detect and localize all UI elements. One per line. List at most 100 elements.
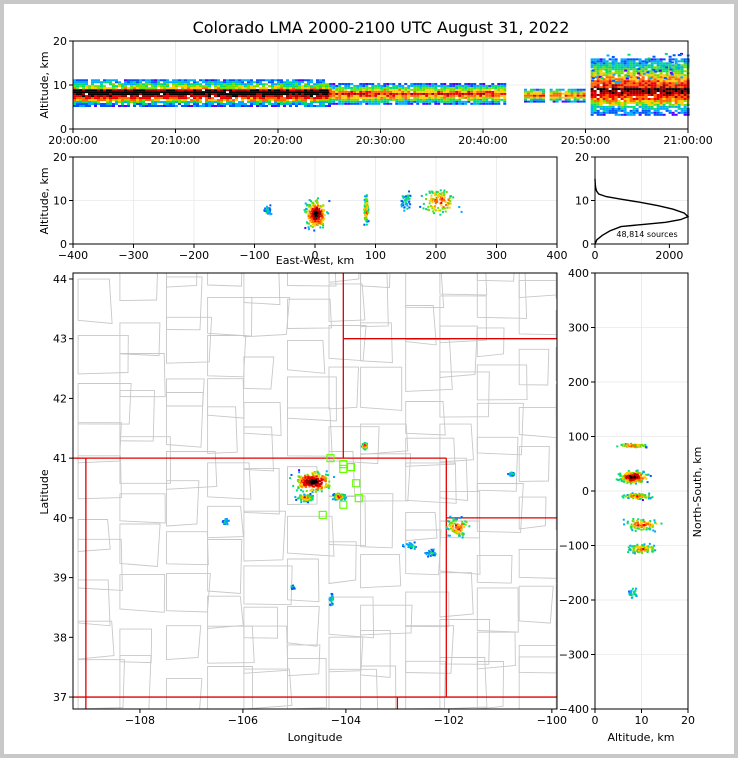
time-height-source-cell xyxy=(371,102,375,105)
time-height-source-cell xyxy=(344,98,348,101)
time-height-source-cell xyxy=(383,86,387,89)
time-height-source-cell xyxy=(238,81,241,84)
time-height-source-cell xyxy=(680,103,684,106)
time-height-source-cell xyxy=(181,83,184,86)
ew-height-source xyxy=(322,226,325,229)
time-height-source-cell xyxy=(626,95,630,98)
time-height-source-cell xyxy=(196,95,199,98)
time-height-source-cell xyxy=(130,91,133,94)
time-height-source-cell xyxy=(437,96,441,99)
county-boundary xyxy=(166,273,198,288)
time-height-source-cell xyxy=(458,98,462,101)
time-height-source-cell xyxy=(115,101,118,104)
time-height-source-cell xyxy=(659,95,663,98)
time-height-source-cell xyxy=(599,111,603,114)
time-height-source-cell xyxy=(410,92,414,95)
county-boundary xyxy=(207,505,244,539)
map-source xyxy=(454,524,457,527)
time-height-source-cell xyxy=(199,91,202,94)
ns-height-source xyxy=(626,472,629,475)
time-height-source-cell xyxy=(365,96,369,99)
county-boundary xyxy=(243,402,282,436)
time-height-source-cell xyxy=(286,85,289,88)
map-xtick-label: −100 xyxy=(537,714,567,727)
ns-height-source xyxy=(619,472,622,475)
map-source xyxy=(320,482,323,485)
time-height-source-cell xyxy=(668,60,672,63)
ns-height-source xyxy=(642,523,645,526)
time-height-source-cell xyxy=(653,78,657,81)
ew-height-source xyxy=(363,205,366,208)
map-source xyxy=(343,498,346,501)
time-height-source-cell xyxy=(130,97,133,100)
time-height-source-cell xyxy=(620,84,624,87)
time-height-source-cell xyxy=(638,84,642,87)
time-height-source-cell xyxy=(265,89,268,92)
time-height-source-cell xyxy=(641,76,645,79)
ns-height-source xyxy=(629,590,632,593)
time-height-source-cell xyxy=(289,91,292,94)
time-height-source-cell xyxy=(133,81,136,84)
time-height-source-cell xyxy=(680,90,684,93)
time-height-source-cell xyxy=(115,99,118,102)
time-height-source-cell xyxy=(76,97,79,100)
time-height-source-cell xyxy=(659,68,663,71)
map-source xyxy=(425,553,428,556)
county-boundary xyxy=(207,273,243,287)
time-height-source-cell xyxy=(608,95,612,98)
time-height-source-cell xyxy=(461,102,465,105)
time-height-source-cell xyxy=(503,83,507,85)
time-height-source-cell xyxy=(338,86,342,89)
ns-height-source xyxy=(632,525,635,528)
map-source xyxy=(308,498,311,501)
time-height-source-cell xyxy=(133,91,136,94)
time-height-source-cell xyxy=(650,80,654,83)
time-height-source-cell xyxy=(671,90,675,93)
time-height-source-cell xyxy=(259,95,262,98)
time-height-source-cell xyxy=(217,81,220,84)
time-height-source-cell xyxy=(590,113,594,116)
time-height-source-cell xyxy=(172,95,175,98)
time-height-source-cell xyxy=(674,78,678,81)
time-height-source-cell xyxy=(611,68,615,71)
county-boundary xyxy=(476,554,513,584)
time-height-source-cell xyxy=(322,85,325,88)
time-height-source-cell xyxy=(304,83,307,86)
time-height-source-cell xyxy=(154,99,157,102)
time-height-source-cell xyxy=(623,95,627,98)
time-height-source-cell xyxy=(124,93,127,96)
time-height-source-cell xyxy=(620,72,624,75)
ew-height-source xyxy=(323,209,326,212)
ns-height-source xyxy=(633,523,636,526)
time-height-source-cell xyxy=(599,105,603,108)
time-height-source-cell xyxy=(449,96,453,99)
ns-height-source xyxy=(636,469,639,472)
time-height-source-cell xyxy=(644,64,648,67)
time-height-source-cell xyxy=(677,68,681,71)
ns-height-source xyxy=(637,493,640,496)
time-height-source-cell xyxy=(247,83,250,86)
county-boundary xyxy=(439,572,474,618)
time-height-source-cell xyxy=(644,74,648,77)
ns-height-source xyxy=(630,596,633,599)
time-height-source-cell xyxy=(211,91,214,94)
time-height-source-cell xyxy=(488,94,492,97)
time-height-source-cell xyxy=(683,86,687,89)
time-height-source-cell xyxy=(322,79,325,82)
time-height-source-cell xyxy=(175,99,178,102)
time-height-source-cell xyxy=(645,61,649,64)
time-height-source-cell xyxy=(470,94,474,97)
time-height-source-cell xyxy=(647,74,651,77)
time-height-source-cell xyxy=(310,81,313,84)
time-height-source-cell xyxy=(401,88,405,91)
ns-height-source xyxy=(627,472,630,475)
time-height-source-cell xyxy=(238,101,241,104)
time-height-source-cell xyxy=(76,95,79,98)
ns-height-source xyxy=(625,473,628,476)
time-height-source-cell xyxy=(650,68,654,71)
time-height-source-cell xyxy=(193,79,196,82)
map-source xyxy=(303,478,306,481)
time-height-source-cell xyxy=(576,98,580,101)
ns-height-source xyxy=(628,548,631,551)
